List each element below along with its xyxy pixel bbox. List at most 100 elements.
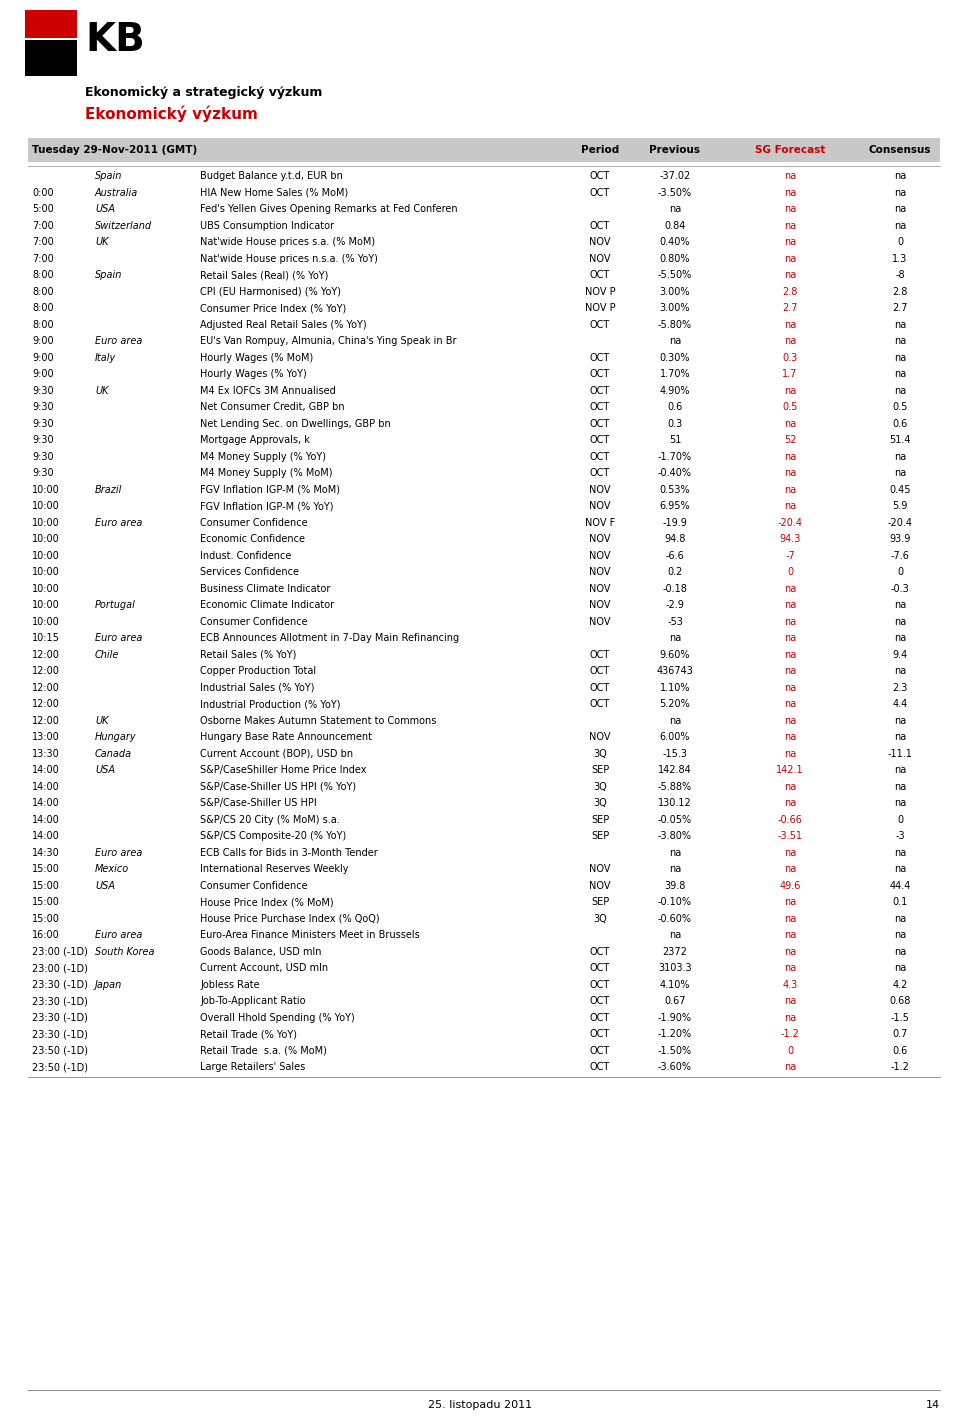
Text: 16:00: 16:00: [32, 930, 60, 940]
Text: NOV: NOV: [589, 880, 611, 890]
Text: 10:15: 10:15: [32, 633, 60, 643]
Text: Retail Trade  s.a. (% MoM): Retail Trade s.a. (% MoM): [200, 1045, 326, 1055]
Text: 3Q: 3Q: [593, 914, 607, 924]
Text: 0: 0: [897, 567, 903, 577]
Text: 0.40%: 0.40%: [660, 237, 690, 247]
Text: Period: Period: [581, 145, 619, 155]
Text: 12:00: 12:00: [32, 667, 60, 677]
Text: NOV: NOV: [589, 567, 611, 577]
Text: na: na: [784, 270, 796, 280]
Text: 2.7: 2.7: [892, 303, 908, 313]
Text: NOV: NOV: [589, 617, 611, 627]
Text: NOV: NOV: [589, 535, 611, 545]
Text: Fed's Yellen Gives Opening Remarks at Fed Conferen: Fed's Yellen Gives Opening Remarks at Fe…: [200, 205, 458, 215]
Text: 15:00: 15:00: [32, 914, 60, 924]
Text: FGV Inflation IGP-M (% MoM): FGV Inflation IGP-M (% MoM): [200, 485, 340, 495]
Text: na: na: [784, 782, 796, 792]
Text: 0.5: 0.5: [892, 402, 908, 412]
Text: UK: UK: [95, 715, 108, 725]
Text: Nat'wide House prices s.a. (% MoM): Nat'wide House prices s.a. (% MoM): [200, 237, 375, 247]
Text: Services Confidence: Services Confidence: [200, 567, 299, 577]
Text: na: na: [894, 715, 906, 725]
Text: Adjusted Real Retail Sales (% YoY): Adjusted Real Retail Sales (% YoY): [200, 320, 367, 330]
Text: 3.00%: 3.00%: [660, 303, 690, 313]
Text: 0.6: 0.6: [893, 418, 907, 429]
Text: 1.3: 1.3: [893, 253, 907, 263]
Text: 0: 0: [787, 1045, 793, 1055]
Text: na: na: [784, 418, 796, 429]
Text: na: na: [784, 1062, 796, 1072]
Text: -0.3: -0.3: [891, 584, 909, 594]
Text: 23:00 (-1D): 23:00 (-1D): [32, 947, 88, 957]
Text: NOV: NOV: [589, 501, 611, 512]
Text: na: na: [784, 205, 796, 215]
Text: 0.3: 0.3: [782, 353, 798, 363]
Text: 142.84: 142.84: [659, 765, 692, 775]
Text: -3.80%: -3.80%: [658, 832, 692, 842]
Text: Consensus: Consensus: [869, 145, 931, 155]
Text: -1.70%: -1.70%: [658, 452, 692, 462]
Text: 9:30: 9:30: [32, 435, 54, 445]
Text: OCT: OCT: [589, 700, 611, 710]
Text: -0.10%: -0.10%: [658, 897, 692, 907]
Text: OCT: OCT: [589, 683, 611, 693]
Text: -2.9: -2.9: [665, 600, 684, 610]
Text: 23:30 (-1D): 23:30 (-1D): [32, 1012, 88, 1022]
Text: 23:30 (-1D): 23:30 (-1D): [32, 980, 88, 990]
Text: NOV P: NOV P: [585, 303, 615, 313]
Text: -0.40%: -0.40%: [658, 468, 692, 478]
Text: na: na: [784, 947, 796, 957]
Text: na: na: [669, 715, 682, 725]
Text: 12:00: 12:00: [32, 700, 60, 710]
Text: 0.84: 0.84: [664, 220, 685, 230]
Text: 25. listopadu 2011: 25. listopadu 2011: [428, 1401, 532, 1411]
Text: na: na: [784, 336, 796, 346]
Text: NOV P: NOV P: [585, 287, 615, 297]
Text: na: na: [784, 468, 796, 478]
Text: na: na: [784, 930, 796, 940]
Text: OCT: OCT: [589, 188, 611, 198]
Text: 2.3: 2.3: [892, 683, 908, 693]
Text: M4 Money Supply (% YoY): M4 Money Supply (% YoY): [200, 452, 326, 462]
Text: na: na: [784, 897, 796, 907]
Text: 7:00: 7:00: [32, 253, 54, 263]
Text: 2.8: 2.8: [782, 287, 798, 297]
Text: 13:30: 13:30: [32, 749, 60, 759]
Text: 0.5: 0.5: [782, 402, 798, 412]
Text: 0.67: 0.67: [664, 997, 685, 1007]
Text: 7:00: 7:00: [32, 237, 54, 247]
Text: 3.00%: 3.00%: [660, 287, 690, 297]
Text: CPI (EU Harmonised) (% YoY): CPI (EU Harmonised) (% YoY): [200, 287, 341, 297]
Text: Osborne Makes Autumn Statement to Commons: Osborne Makes Autumn Statement to Common…: [200, 715, 437, 725]
Text: 5.20%: 5.20%: [660, 700, 690, 710]
Text: OCT: OCT: [589, 320, 611, 330]
Text: Euro area: Euro area: [95, 633, 142, 643]
Text: na: na: [669, 930, 682, 940]
Text: 15:00: 15:00: [32, 865, 60, 875]
Text: na: na: [784, 667, 796, 677]
Text: na: na: [894, 336, 906, 346]
Text: OCT: OCT: [589, 171, 611, 181]
Text: KB: KB: [85, 21, 145, 58]
Text: -8: -8: [895, 270, 905, 280]
Text: 23:00 (-1D): 23:00 (-1D): [32, 963, 88, 973]
Text: Hungary: Hungary: [95, 732, 136, 742]
Bar: [25, 10, 77, 38]
Bar: [25, 38, 77, 40]
Text: -20.4: -20.4: [887, 518, 913, 528]
Text: 3Q: 3Q: [593, 782, 607, 792]
Text: OCT: OCT: [589, 947, 611, 957]
Text: 5.9: 5.9: [892, 501, 908, 512]
Text: Mexico: Mexico: [95, 865, 130, 875]
Text: na: na: [894, 667, 906, 677]
Text: na: na: [784, 650, 796, 660]
Text: 10:00: 10:00: [32, 518, 60, 528]
Text: OCT: OCT: [589, 650, 611, 660]
Text: 0: 0: [897, 237, 903, 247]
Text: na: na: [894, 353, 906, 363]
Text: na: na: [894, 848, 906, 857]
Text: na: na: [894, 320, 906, 330]
Text: 0.2: 0.2: [667, 567, 683, 577]
Text: 2.7: 2.7: [782, 303, 798, 313]
Text: Net Lending Sec. on Dwellings, GBP bn: Net Lending Sec. on Dwellings, GBP bn: [200, 418, 391, 429]
